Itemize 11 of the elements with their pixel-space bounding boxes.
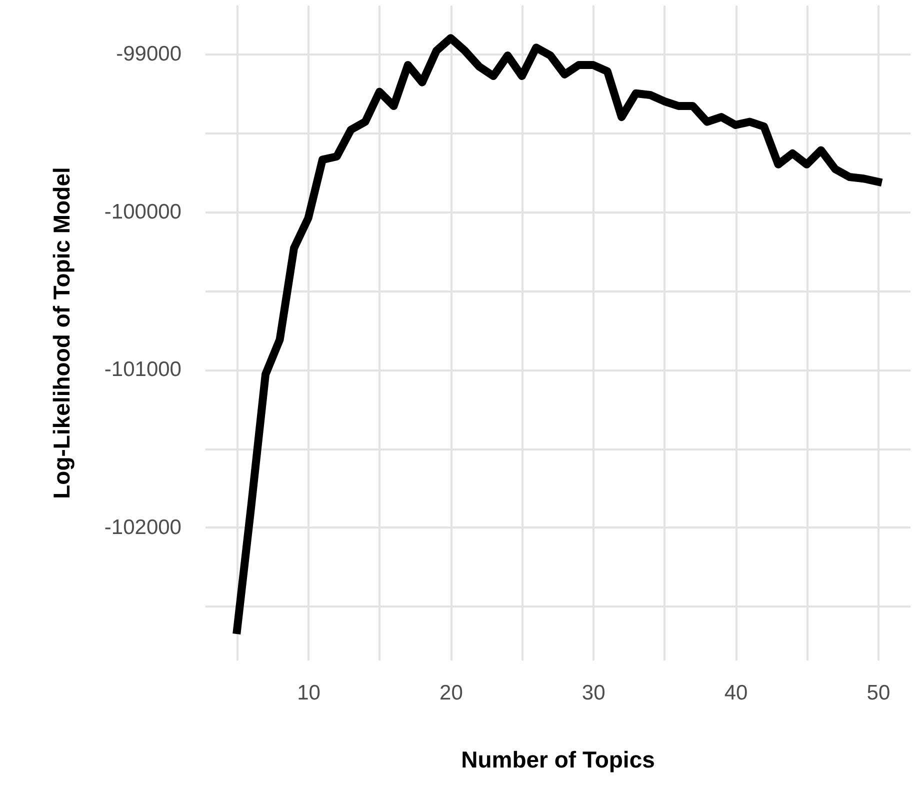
x-tick-label: 10 xyxy=(297,682,320,704)
x-tick-label: 40 xyxy=(724,682,748,704)
x-tick-label: 20 xyxy=(440,682,463,704)
x-tick-label: 30 xyxy=(582,682,606,704)
x-axis-title: Number of Topics xyxy=(461,746,655,772)
y-tick-label: -99000 xyxy=(116,42,182,66)
y-tick-label: -101000 xyxy=(104,358,182,382)
y-axis-title: Log-Likelihood of Topic Model xyxy=(48,167,74,499)
y-tick-label: -102000 xyxy=(104,516,182,539)
y-tick-label: -100000 xyxy=(104,200,182,224)
x-tick-label: 50 xyxy=(866,682,890,704)
